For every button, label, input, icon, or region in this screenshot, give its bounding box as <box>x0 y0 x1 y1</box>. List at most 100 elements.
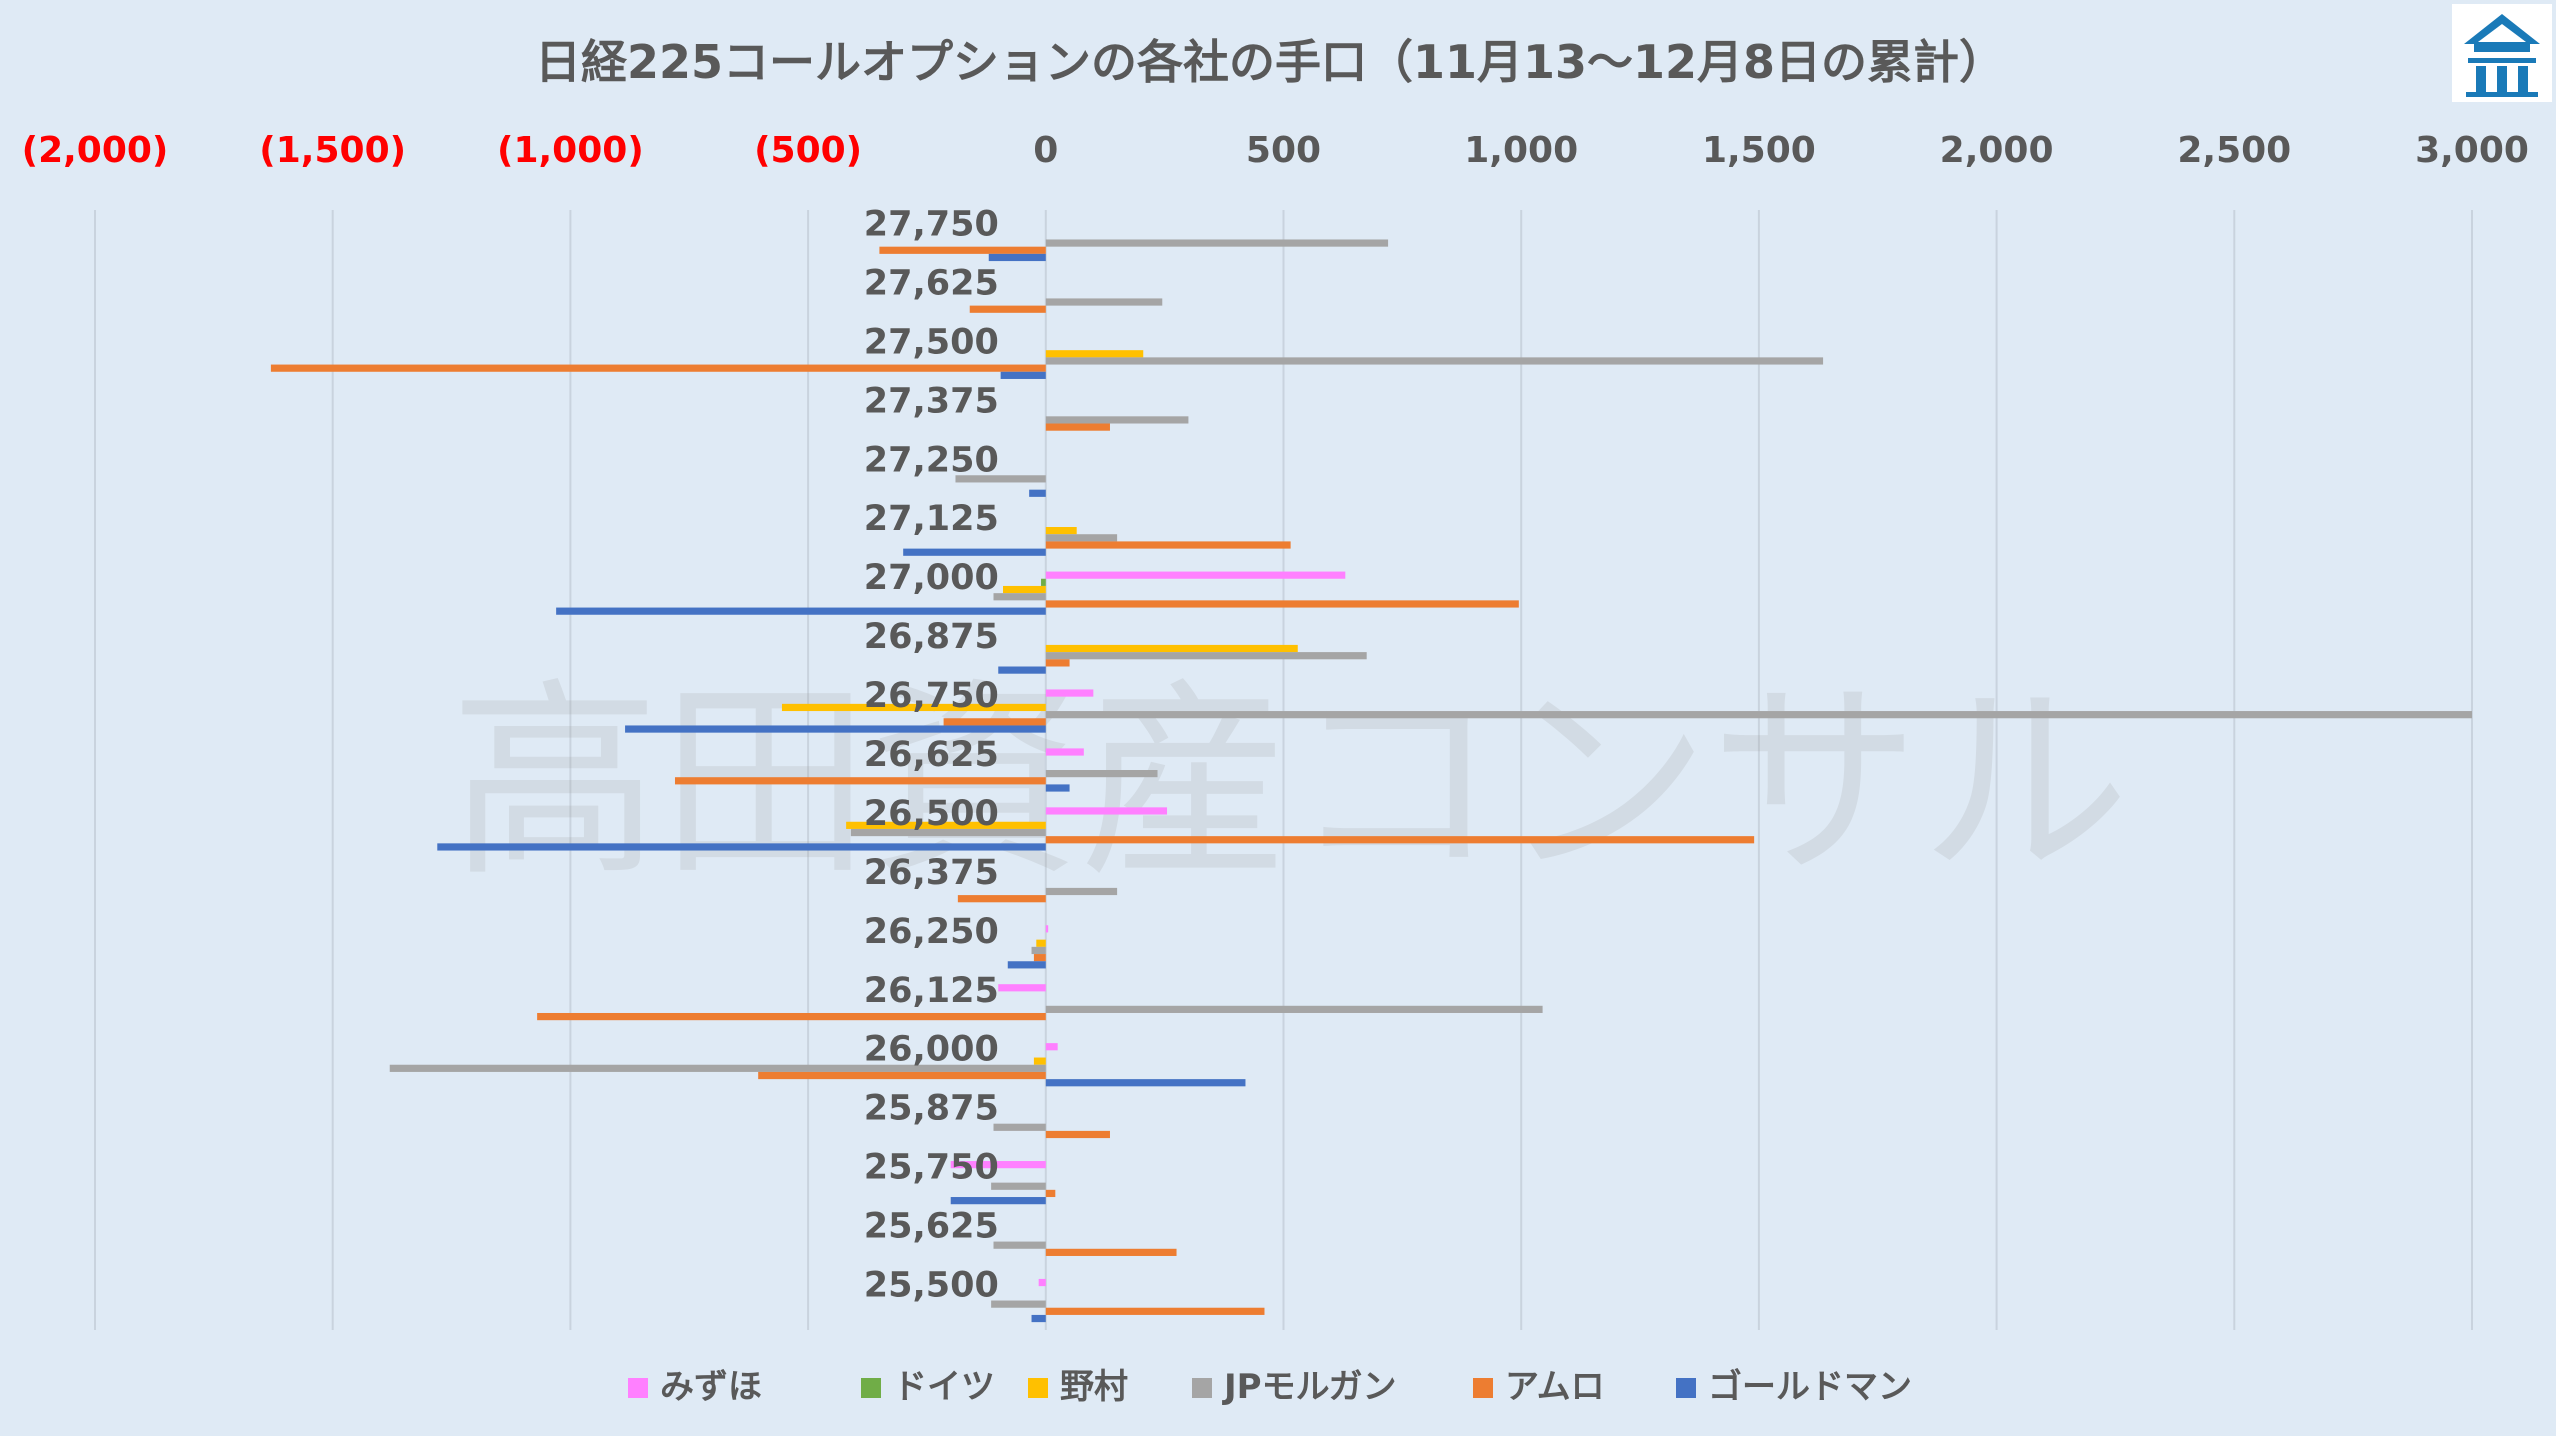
bar <box>389 1064 1046 1072</box>
bar <box>1045 298 1163 306</box>
bar <box>537 1012 1046 1021</box>
legend-swatch <box>628 1378 648 1398</box>
gridlines <box>94 210 2473 1330</box>
bar <box>1007 961 1046 969</box>
bar <box>988 253 1046 262</box>
bar <box>1045 571 1346 579</box>
y-tick-label: 26,500 <box>864 794 999 834</box>
bar <box>943 718 1046 726</box>
bar <box>1045 887 1118 896</box>
bar <box>903 548 1046 556</box>
x-axis-ticks: (2,000) (1,500) (1,000) (500) 0 500 1,000 1,500… <box>22 130 2529 171</box>
bar <box>758 1071 1046 1080</box>
legend-swatch <box>1192 1378 1212 1398</box>
bar <box>1045 652 1367 660</box>
bar <box>1045 534 1118 542</box>
bar <box>998 984 1046 992</box>
bar <box>1045 925 1049 933</box>
bar <box>1045 600 1519 608</box>
y-tick-label: 27,250 <box>864 440 999 480</box>
legend-label: みずほ <box>660 1367 762 1407</box>
bar <box>1045 1005 1543 1013</box>
bar <box>991 1182 1046 1190</box>
bar <box>850 828 1046 837</box>
bar <box>625 725 1046 733</box>
x-tick-label: 1,500 <box>1702 130 1816 171</box>
bar <box>1045 357 1824 365</box>
legend-label: JPモルガン <box>1222 1367 1397 1407</box>
bar <box>1036 939 1046 947</box>
bar <box>781 703 1046 712</box>
bar <box>846 821 1046 829</box>
bar <box>437 843 1046 851</box>
bar <box>998 666 1046 674</box>
bar <box>674 777 1046 785</box>
y-tick-label: 26,125 <box>864 971 999 1011</box>
bar <box>1045 1248 1177 1256</box>
bar <box>1045 416 1189 424</box>
x-tick-label: 2,000 <box>1940 130 2054 171</box>
legend-swatch <box>1473 1378 1493 1398</box>
bar <box>1031 946 1046 955</box>
bar <box>1000 371 1046 379</box>
legend: みずほ ドイツ 野村 JPモルガン アムロ ゴールドマン <box>628 1367 1912 1407</box>
bar <box>1045 541 1291 549</box>
x-tick-label: 3,000 <box>2415 130 2529 171</box>
bar <box>1045 1189 1056 1198</box>
y-tick-label: 26,625 <box>864 735 999 775</box>
bar <box>950 1197 1046 1205</box>
legend-swatch <box>1028 1378 1048 1398</box>
bar <box>1045 659 1070 667</box>
x-tick-label: 1,000 <box>1464 130 1578 171</box>
bar <box>1031 1314 1046 1323</box>
emblem-icon <box>2452 4 2552 102</box>
bar <box>1045 423 1110 431</box>
bar <box>993 593 1046 601</box>
x-tick-label: (1,500) <box>259 130 406 171</box>
y-tick-label: 26,375 <box>864 853 999 893</box>
bar <box>1029 489 1046 497</box>
legend-label: アムロ <box>1505 1367 1605 1407</box>
bar <box>270 364 1046 372</box>
y-tick-label: 27,000 <box>864 558 999 598</box>
bar <box>1045 748 1084 756</box>
chart-title: 日経225コールオプションの各社の手口（11月13～12月8日の累計） <box>535 35 2005 89</box>
y-tick-label: 25,625 <box>864 1207 999 1247</box>
bar <box>955 475 1046 483</box>
bar <box>993 1123 1046 1131</box>
bar <box>1045 350 1144 358</box>
legend-swatch <box>1676 1378 1696 1398</box>
y-tick-label: 27,500 <box>864 322 999 362</box>
bars <box>270 239 2472 1323</box>
legend-swatch <box>861 1378 881 1398</box>
bar <box>1045 836 1755 844</box>
x-tick-label: 500 <box>1246 130 1321 171</box>
bar <box>950 1161 1046 1169</box>
y-tick-label: 27,625 <box>864 263 999 303</box>
bar <box>1045 1307 1265 1315</box>
y-tick-label: 26,000 <box>864 1030 999 1070</box>
legend-label: ドイツ <box>893 1367 995 1407</box>
bar <box>1045 1130 1110 1139</box>
bar <box>1033 954 1046 962</box>
bar <box>1045 644 1298 653</box>
bar <box>957 895 1046 903</box>
x-tick-label: 2,500 <box>2177 130 2291 171</box>
bar <box>1045 784 1070 792</box>
x-tick-label: (1,000) <box>497 130 644 171</box>
y-tick-label: 26,250 <box>864 912 999 952</box>
y-tick-label: 26,750 <box>864 676 999 716</box>
x-tick-label: 0 <box>1033 130 1058 171</box>
x-tick-label: (2,000) <box>22 130 169 171</box>
bar <box>1045 807 1168 815</box>
bar <box>1045 770 1158 778</box>
bar <box>1045 1043 1058 1051</box>
y-tick-label: 26,875 <box>864 617 999 657</box>
bar <box>1045 1079 1246 1087</box>
y-tick-label: 25,875 <box>864 1089 999 1129</box>
bar <box>1045 689 1094 697</box>
y-tick-label: 25,500 <box>864 1266 999 1306</box>
y-tick-label: 27,125 <box>864 499 999 539</box>
legend-label: 野村 <box>1060 1367 1128 1407</box>
